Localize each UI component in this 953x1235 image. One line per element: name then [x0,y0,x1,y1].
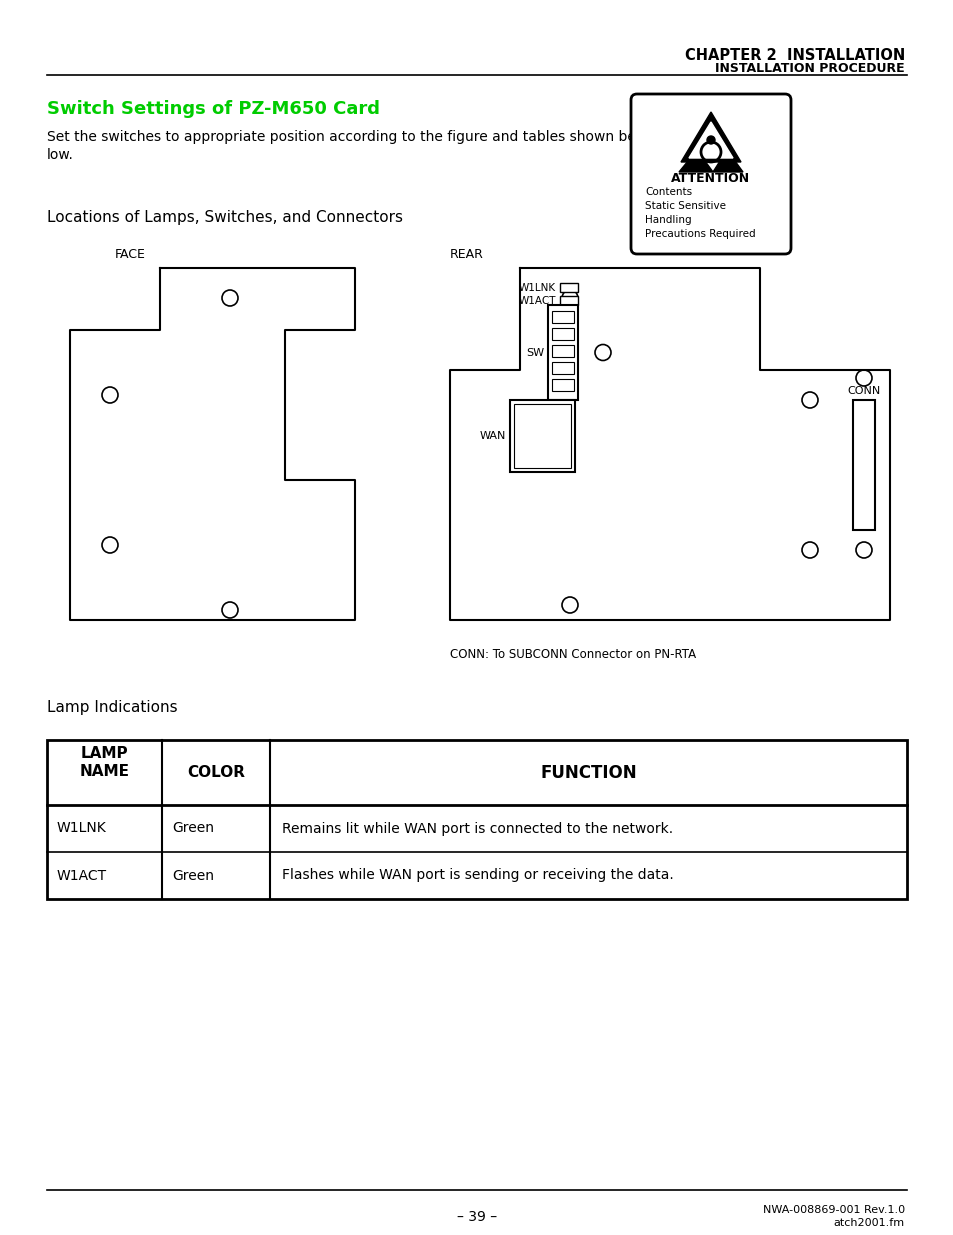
Bar [559,296,578,305]
Text: CONN: CONN [846,387,880,396]
Text: Remains lit while WAN port is connected to the network.: Remains lit while WAN port is connected … [282,821,673,836]
Bar [552,379,574,391]
Bar [559,283,578,291]
Text: Lamp Indications: Lamp Indications [47,700,177,715]
FancyBboxPatch shape [630,94,790,254]
Text: Handling: Handling [644,215,691,225]
Text: – 39 –: – 39 – [456,1210,497,1224]
Text: Green: Green [172,821,213,836]
Text: Precautions Required: Precautions Required [644,228,755,240]
Text: W1LNK: W1LNK [57,821,107,836]
Bar [47,740,906,899]
Text: Contents: Contents [644,186,691,198]
Polygon shape [680,112,740,162]
Text: Locations of Lamps, Switches, and Connectors: Locations of Lamps, Switches, and Connec… [47,210,402,225]
Text: CHAPTER 2  INSTALLATION: CHAPTER 2 INSTALLATION [684,48,904,63]
Bar [552,329,574,340]
Text: WAN: WAN [479,431,505,441]
Polygon shape [679,149,712,172]
Text: ATTENTION: ATTENTION [671,172,750,185]
Polygon shape [712,149,742,172]
Text: FUNCTION: FUNCTION [539,763,637,782]
Text: NWA-008869-001 Rev.1.0: NWA-008869-001 Rev.1.0 [762,1205,904,1215]
Text: W1ACT: W1ACT [518,296,556,306]
Text: Switch Settings of PZ-M650 Card: Switch Settings of PZ-M650 Card [47,100,379,119]
Text: Set the switches to appropriate position according to the figure and tables show: Set the switches to appropriate position… [47,130,640,144]
Bar [852,400,874,530]
Text: CONN: To SUBCONN Connector on PN-RTA: CONN: To SUBCONN Connector on PN-RTA [450,648,696,661]
Text: W1ACT: W1ACT [57,868,107,883]
Text: LAMP
NAME: LAMP NAME [79,746,130,779]
Text: Static Sensitive: Static Sensitive [644,201,725,211]
Text: low.: low. [47,148,73,162]
Text: W1LNK: W1LNK [518,283,556,293]
Bar [547,305,578,400]
Text: Green: Green [172,868,213,883]
Bar [552,362,574,374]
Bar [514,404,571,468]
Circle shape [706,136,714,144]
Text: REAR: REAR [450,248,483,261]
Bar [552,311,574,324]
Bar [552,345,574,357]
Text: COLOR: COLOR [187,764,245,781]
Polygon shape [688,122,732,158]
Text: INSTALLATION PROCEDURE: INSTALLATION PROCEDURE [715,62,904,75]
Text: FACE: FACE [115,248,146,261]
Text: atch2001.fm: atch2001.fm [833,1218,904,1228]
Text: SW: SW [525,347,543,357]
Bar [510,400,575,472]
Text: Flashes while WAN port is sending or receiving the data.: Flashes while WAN port is sending or rec… [282,868,673,883]
